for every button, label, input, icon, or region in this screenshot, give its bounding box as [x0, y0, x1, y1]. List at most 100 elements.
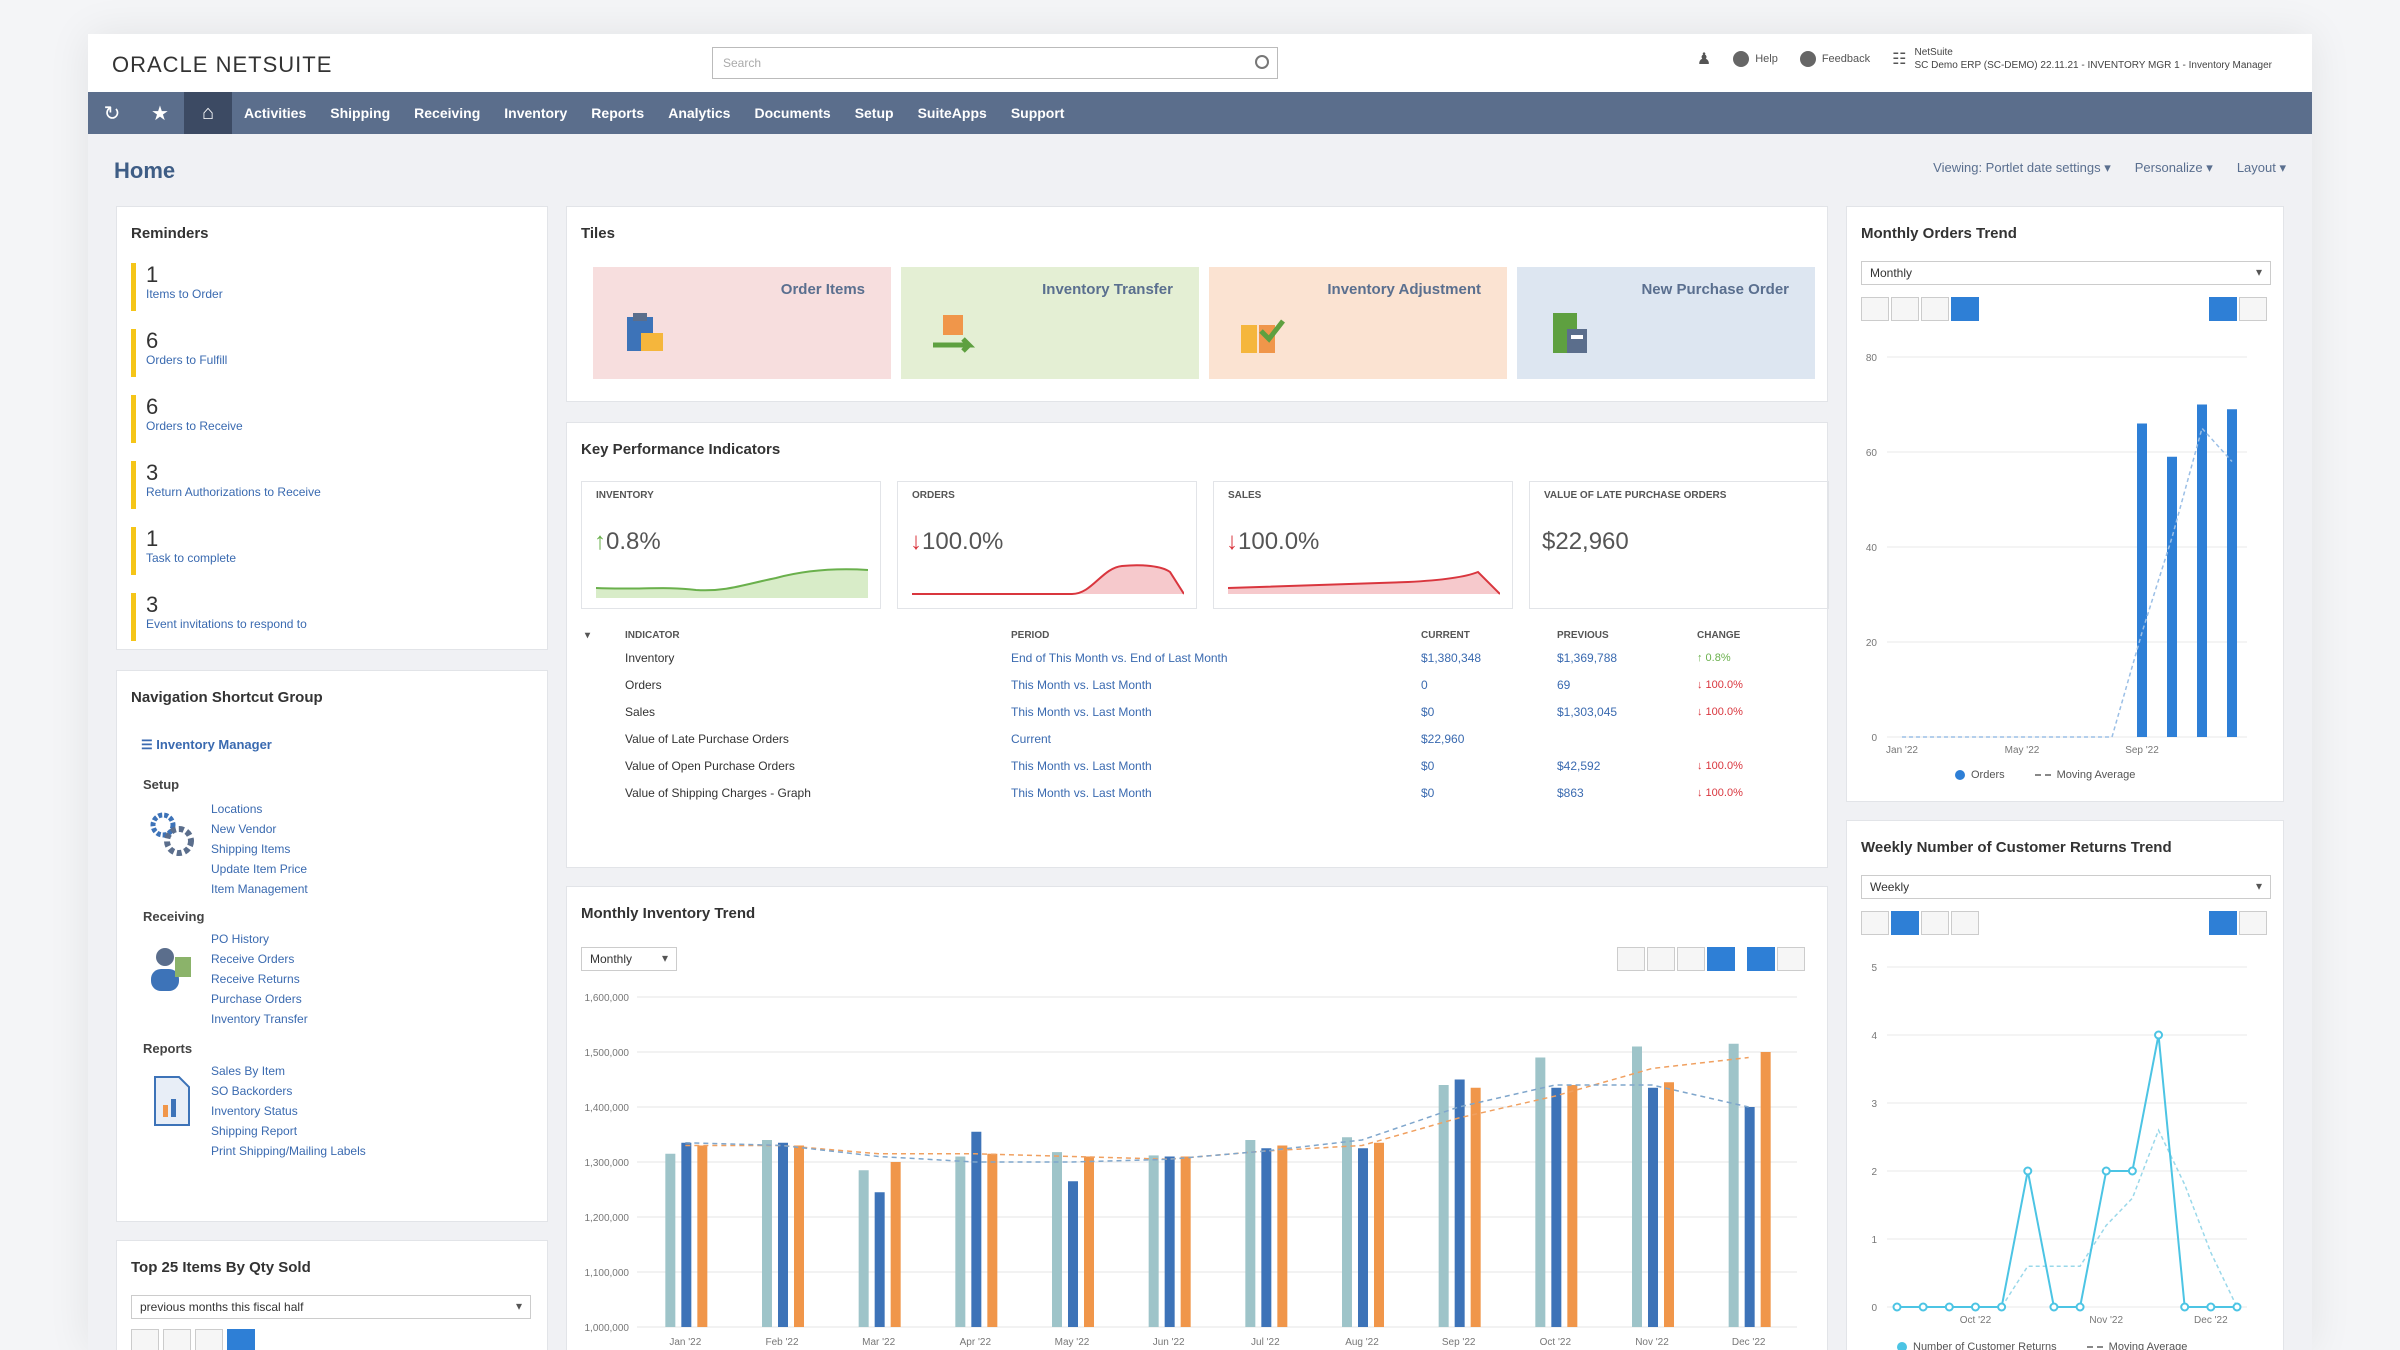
bar-orders[interactable] — [2167, 456, 2177, 737]
column-chart-button[interactable] — [195, 1329, 223, 1350]
returns-point[interactable] — [1944, 1302, 1954, 1312]
nav-analytics[interactable]: Analytics — [668, 105, 731, 121]
reminder-item[interactable]: 1 Items to Order — [131, 263, 511, 311]
moving-average-button[interactable] — [2239, 297, 2267, 321]
viewing-dropdown[interactable]: Viewing: Portlet date settings — [1933, 160, 2111, 176]
kpi-period[interactable]: This Month vs. Last Month — [1011, 704, 1152, 719]
reminder-label[interactable]: Orders to Fulfill — [146, 353, 228, 367]
recent-users-icon[interactable]: ♟ — [1696, 51, 1712, 68]
home-icon[interactable]: ⌂ — [184, 92, 232, 134]
moving-average-button[interactable] — [2239, 911, 2267, 935]
link-item-management[interactable]: Item Management — [211, 882, 308, 896]
kpi-previous[interactable]: $1,369,788 — [1557, 650, 1618, 665]
bar-series-b[interactable] — [1551, 1087, 1562, 1327]
returns-point[interactable] — [2127, 1166, 2137, 1176]
bar-series-a[interactable] — [665, 1153, 676, 1327]
returns-point[interactable] — [2232, 1302, 2242, 1312]
link-sales-by-item[interactable]: Sales By Item — [211, 1064, 286, 1078]
reminder-label[interactable]: Task to complete — [146, 551, 237, 565]
tile-inventory-adjustment[interactable]: Inventory Adjustment — [1209, 267, 1507, 379]
bar-series-a[interactable] — [1342, 1137, 1352, 1327]
returns-point[interactable] — [2180, 1302, 2190, 1312]
nav-receiving[interactable]: Receiving — [414, 105, 481, 121]
tile-order-items[interactable]: Order Items — [593, 267, 891, 379]
nav-suiteapps[interactable]: SuiteApps — [917, 105, 987, 121]
bar-series-a[interactable] — [955, 1156, 966, 1328]
trend-line-button[interactable] — [2209, 911, 2237, 935]
legend-orders[interactable]: Orders — [1955, 769, 2005, 781]
moving-average-button[interactable] — [1777, 947, 1805, 971]
kpi-current[interactable]: $0 — [1421, 704, 1435, 719]
bar-series-b[interactable] — [971, 1131, 982, 1327]
link-purchase-orders[interactable]: Purchase Orders — [211, 992, 302, 1006]
bar-chart-button[interactable] — [1921, 297, 1949, 321]
returns-point[interactable] — [2049, 1302, 2059, 1312]
legend-returns[interactable]: Number of Customer Returns — [1897, 1341, 2057, 1350]
returns-point[interactable] — [2075, 1302, 2085, 1312]
orders-trend-chart[interactable]: 0 20 40 60 80 Jan '22 May '22 Sep '22 — [1847, 337, 2285, 757]
bar-series-c[interactable] — [1180, 1156, 1191, 1328]
legend-moving-average[interactable]: Moving Average — [2086, 1341, 2187, 1350]
orders-period-select[interactable]: Monthly — [1861, 261, 2271, 285]
bar-series-a[interactable] — [1632, 1046, 1642, 1328]
trend-line-button[interactable] — [1747, 947, 1775, 971]
line-chart-button[interactable] — [1647, 947, 1675, 971]
reminder-label[interactable]: Items to Order — [146, 287, 223, 301]
kpi-card-late-purchase-orders[interactable]: VALUE OF LATE PURCHASE ORDERS $22,960 — [1529, 481, 1829, 609]
kpi-previous[interactable]: $1,303,045 — [1557, 704, 1618, 719]
reminder-label[interactable]: Return Authorizations to Receive — [146, 485, 321, 499]
feedback-link[interactable]: Feedback — [1799, 51, 1870, 67]
kpi-table-row[interactable]: Orders This Month vs. Last Month 0 69 ↓ 100.… — [581, 671, 1795, 698]
kpi-period[interactable]: This Month vs. Last Month — [1011, 677, 1152, 692]
help-link[interactable]: Help — [1733, 51, 1778, 67]
reminder-item[interactable]: 6 Orders to Receive — [131, 395, 511, 443]
oracle-netsuite-logo[interactable]: ORACLE NETSUITE — [112, 52, 333, 77]
kpi-current[interactable]: 0 — [1421, 677, 1428, 692]
kpi-previous[interactable]: $42,592 — [1557, 758, 1601, 773]
returns-point[interactable] — [2023, 1166, 2033, 1176]
link-po-history[interactable]: PO History — [211, 932, 270, 946]
kpi-table-row[interactable]: Inventory End of This Month vs. End of La… — [581, 644, 1795, 671]
bar-series-b[interactable] — [1648, 1087, 1658, 1327]
bar-series-c[interactable] — [697, 1145, 708, 1328]
tile-inventory-transfer[interactable]: Inventory Transfer — [901, 267, 1199, 379]
nav-documents[interactable]: Documents — [754, 105, 831, 121]
bar-series-c[interactable] — [1760, 1052, 1771, 1327]
column-chart-button[interactable] — [1707, 947, 1735, 971]
kpi-previous[interactable]: 69 — [1557, 677, 1571, 692]
bar-series-b[interactable] — [1358, 1148, 1368, 1327]
bar-series-b[interactable] — [1261, 1148, 1272, 1327]
area-chart-button[interactable] — [1861, 297, 1889, 321]
layout-dropdown[interactable]: Layout — [2237, 160, 2286, 176]
kpi-table-row[interactable]: Value of Open Purchase Orders This Month … — [581, 752, 1795, 779]
bar-series-b[interactable] — [1454, 1079, 1465, 1328]
trend-line-button[interactable] — [2209, 297, 2237, 321]
search-icon[interactable] — [1255, 55, 1269, 69]
kpi-previous[interactable] — [1553, 725, 1693, 752]
link-locations[interactable]: Locations — [211, 802, 263, 816]
reminder-label[interactable]: Orders to Receive — [146, 419, 243, 433]
kpi-period[interactable]: End of This Month vs. End of Last Month — [1011, 650, 1228, 665]
recent-records-icon[interactable]: ↻ — [103, 102, 121, 125]
reminder-label[interactable]: Event invitations to respond to — [146, 617, 307, 631]
bar-series-a[interactable] — [1535, 1057, 1546, 1328]
kpi-card-sales[interactable]: SALES ↓100.0% — [1213, 481, 1513, 609]
bar-orders[interactable] — [2227, 409, 2237, 737]
kpi-current[interactable]: $22,960 — [1421, 731, 1465, 746]
top-items-period-select[interactable]: previous months this fiscal half — [131, 1295, 531, 1319]
line-chart-button[interactable] — [1891, 297, 1919, 321]
legend-moving-average[interactable]: Moving Average — [2034, 769, 2135, 781]
link-receive-orders[interactable]: Receive Orders — [211, 952, 295, 966]
pie-chart-button[interactable] — [227, 1329, 255, 1350]
bar-series-c[interactable] — [1470, 1087, 1481, 1327]
inventory-manager-header[interactable]: ☰ Inventory Manager — [141, 737, 272, 753]
kpi-card-inventory[interactable]: INVENTORY ↑0.8% — [581, 481, 881, 609]
kpi-table-row[interactable]: Value of Shipping Charges - Graph This Mo… — [581, 779, 1795, 806]
reminder-item[interactable]: 1 Task to complete — [131, 527, 511, 575]
bar-series-a[interactable] — [1438, 1085, 1449, 1327]
bar-series-c[interactable] — [1567, 1085, 1578, 1327]
bar-series-b[interactable] — [1744, 1107, 1755, 1327]
link-print-shipping-labels[interactable]: Print Shipping/Mailing Labels — [211, 1144, 366, 1158]
shortcuts-star-icon[interactable]: ★ — [151, 102, 169, 125]
kpi-current[interactable]: $1,380,348 — [1421, 650, 1482, 665]
